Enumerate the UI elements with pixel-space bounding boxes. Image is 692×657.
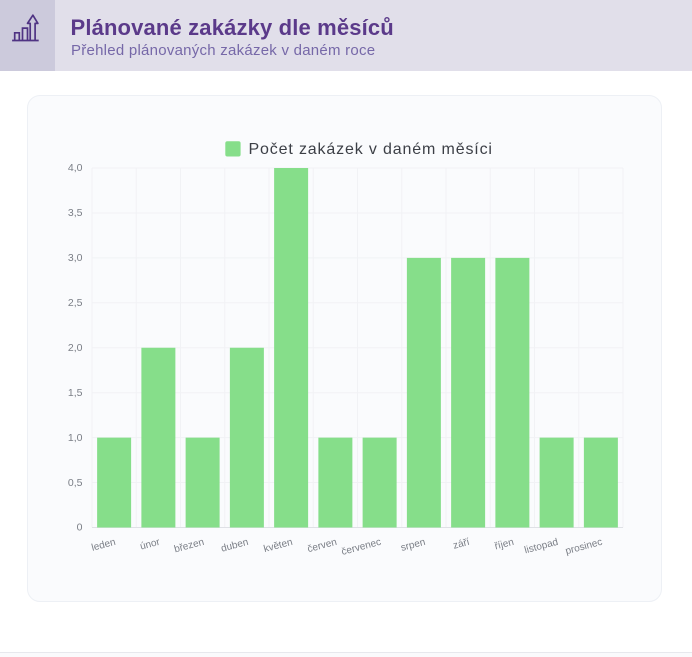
svg-text:srpen: srpen [400,537,427,554]
svg-text:duben: duben [220,537,250,555]
svg-text:březen: březen [173,537,205,556]
svg-text:1,0: 1,0 [68,432,83,444]
svg-text:0,5: 0,5 [68,477,83,489]
svg-text:leden: leden [90,537,116,554]
svg-text:2,0: 2,0 [68,342,83,354]
svg-text:květen: květen [263,537,294,555]
svg-text:4,0: 4,0 [68,162,83,174]
svg-text:2,5: 2,5 [68,297,83,309]
svg-text:únor: únor [139,537,162,553]
svg-text:1,5: 1,5 [68,387,83,399]
svg-text:červenec: červenec [340,537,382,558]
svg-text:červen: červen [306,537,338,555]
svg-text:září: září [452,537,471,552]
svg-text:3,0: 3,0 [68,252,83,264]
svg-text:prosinec: prosinec [564,537,603,557]
svg-text:3,5: 3,5 [68,207,83,219]
svg-text:říjen: říjen [494,537,516,553]
svg-text:0: 0 [77,522,83,534]
svg-text:listopad: listopad [523,537,559,557]
